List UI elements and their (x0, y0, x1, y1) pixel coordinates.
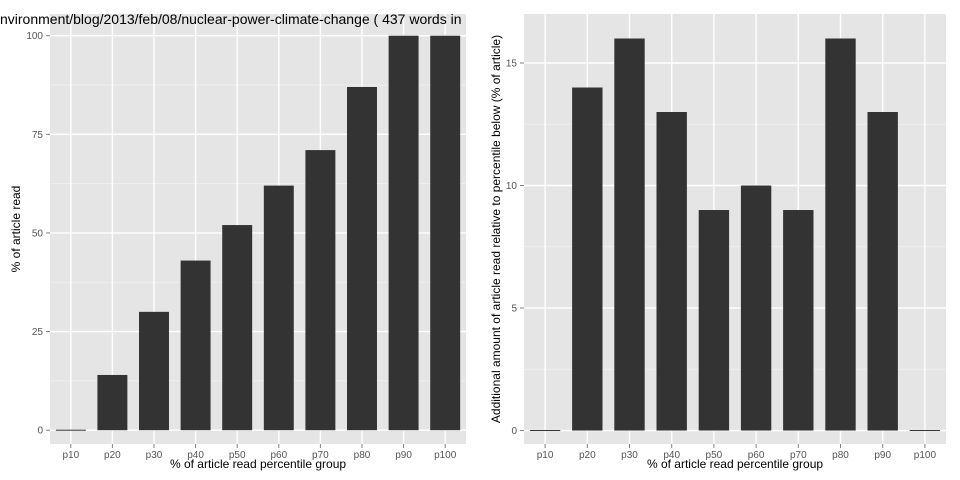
x-tick-label: p30 (146, 450, 163, 461)
bar-p100 (430, 35, 461, 431)
x-tick-label: p90 (395, 450, 412, 461)
y-tick-label: 10 (506, 181, 518, 192)
x-axis-title: % of article read percentile group (647, 457, 823, 471)
x-tick-label: p20 (104, 450, 121, 461)
bar-p10 (55, 429, 86, 431)
x-tick-label: p100 (434, 450, 457, 461)
bar-p30 (139, 311, 169, 431)
y-tick-label: 5 (511, 304, 517, 315)
bar-p50 (698, 210, 730, 431)
x-tick-label: p80 (832, 450, 849, 461)
bar-p90 (388, 35, 419, 431)
y-axis-title: Additional amount of article read relati… (489, 35, 503, 423)
x-tick-label: p30 (621, 450, 638, 461)
x-tick-label: p20 (579, 450, 596, 461)
y-tick-label: 0 (511, 426, 517, 437)
x-tick-label: p50 (229, 450, 246, 461)
x-tick-label: p100 (914, 450, 937, 461)
bar-p70 (305, 150, 336, 431)
bar-p50 (222, 225, 253, 431)
right-chart: 0 5 10 15 p10 p20 p30 p40 p50 p60 p70 p80 p90 p100 % o… (489, 14, 946, 471)
x-axis-title: % of article read percentile group (170, 457, 346, 471)
x-tick-label: p40 (187, 450, 204, 461)
x-tick-label: p60 (748, 450, 765, 461)
bar-p80 (825, 38, 856, 431)
y-axis-title: % of article read (9, 186, 23, 273)
x-tick-label: p60 (270, 450, 287, 461)
bar-p80 (347, 86, 377, 431)
x-tick-label: p80 (354, 450, 371, 461)
x-tick-label: p10 (537, 450, 554, 461)
x-tick-label: p70 (312, 450, 329, 461)
bar-p70 (783, 210, 814, 431)
bar-p60 (263, 185, 294, 431)
x-tick-label: p10 (62, 450, 79, 461)
bar-p40 (656, 112, 687, 431)
x-tick-label: p50 (706, 450, 723, 461)
chart-title: nvironment/blog/2013/feb/08/nuclear-powe… (0, 11, 461, 27)
bar-p20 (97, 374, 128, 431)
bar-p100 (909, 430, 941, 432)
y-tick-label: 15 (506, 59, 518, 70)
y-tick-label: 50 (32, 228, 44, 239)
bar-p20 (572, 87, 603, 431)
x-tick-label: p90 (874, 450, 891, 461)
left-chart: 0 25 50 75 100 p10 p20 p30 p40 p50 p60 p70 p80 p90 p10… (0, 11, 466, 471)
bar-p10 (529, 430, 561, 432)
bar-p90 (867, 112, 898, 431)
bar-p60 (740, 185, 772, 431)
y-tick-label: 25 (32, 327, 44, 338)
y-tick-label: 100 (26, 31, 43, 42)
y-tick-label: 75 (32, 130, 44, 141)
bar-p40 (180, 260, 211, 431)
y-tick-label: 0 (37, 426, 43, 437)
x-tick-label: p40 (663, 450, 680, 461)
x-tick-label: p70 (790, 450, 807, 461)
bar-p30 (614, 38, 645, 431)
